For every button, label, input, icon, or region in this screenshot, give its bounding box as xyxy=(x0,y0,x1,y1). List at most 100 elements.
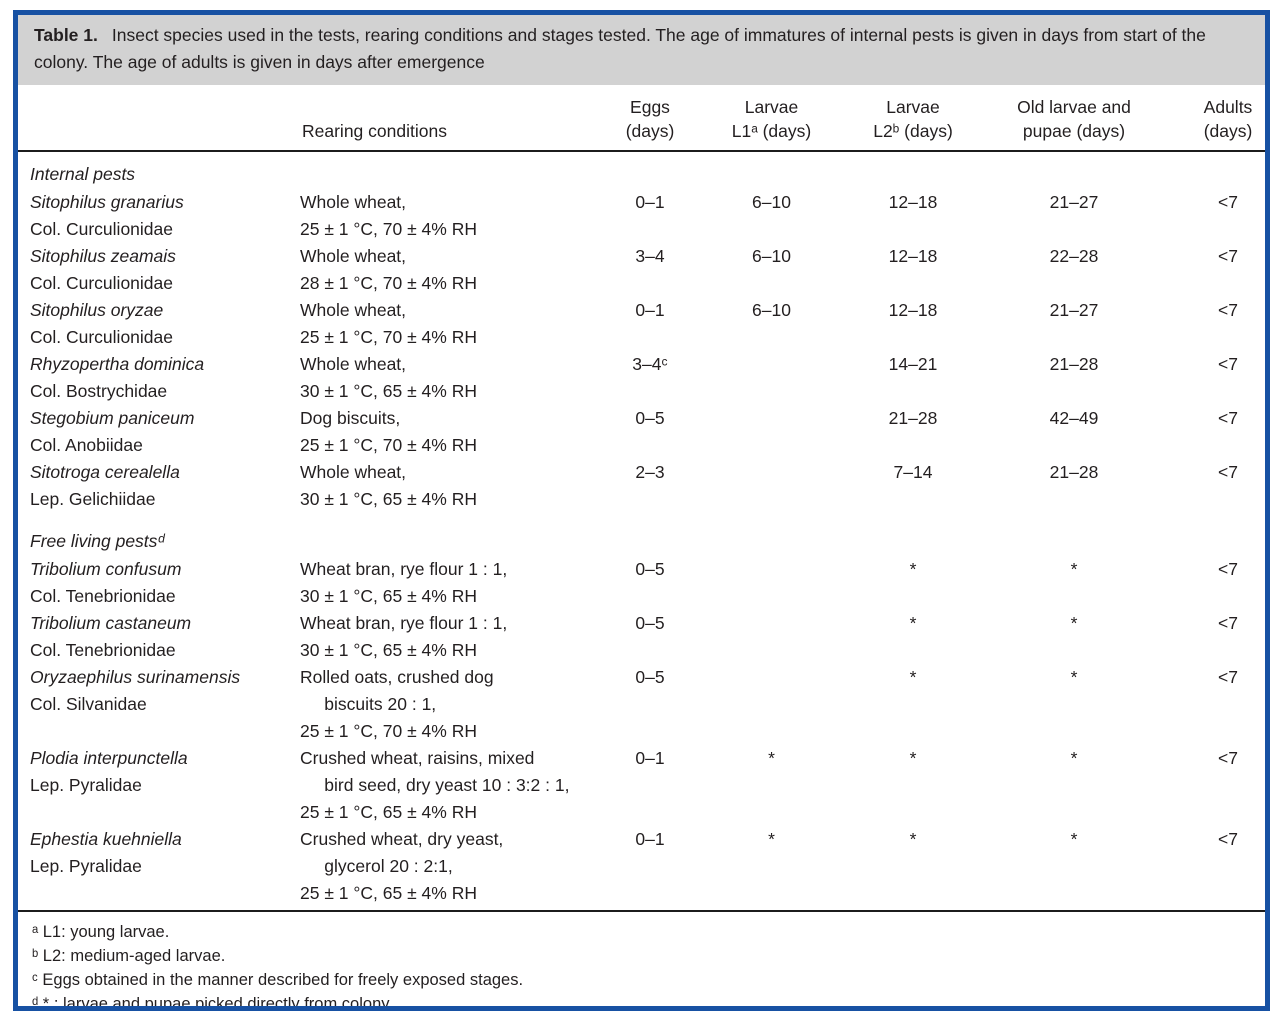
section-label: Free living pestsᵈ xyxy=(30,531,165,551)
species-name: Oryzaephilus surinamensis xyxy=(30,667,241,687)
l2-value: * xyxy=(909,829,917,849)
eggs-value: 0–1 xyxy=(635,192,665,212)
species-cell: Sitotroga cerealella Lep. Gelichiidae xyxy=(18,459,300,513)
species-name: Sitophilus oryzae xyxy=(30,300,164,320)
rearing-line: 25 ± 1 °C, 70 ± 4% RH xyxy=(300,435,477,455)
species-family: Lep. Gelichiidae xyxy=(30,489,156,509)
l1-value: * xyxy=(768,829,775,849)
adults-value: <7 xyxy=(1218,462,1238,482)
l2-value: 12–18 xyxy=(888,192,938,212)
l1-value: * xyxy=(768,748,775,768)
adults-value: <7 xyxy=(1218,559,1238,579)
species-row: Sitophilus oryzae Col. Curculionidae Whole… xyxy=(18,297,1265,351)
species-name: Plodia interpunctella xyxy=(30,748,188,768)
rearing-line: 25 ± 1 °C, 70 ± 4% RH xyxy=(300,721,477,741)
col-header-larvae-l1: Larvae L1ᵃ (days) xyxy=(710,85,833,152)
header-row: Rearing conditions Eggs (days) Larvae L1… xyxy=(18,85,1265,152)
eggs-value: 0–1 xyxy=(635,300,665,320)
species-family: Col. Curculionidae xyxy=(30,219,173,239)
footnote-c: ᶜ Eggs obtained in the manner described … xyxy=(32,971,524,989)
species-name: Sitophilus granarius xyxy=(30,192,184,212)
eggs-value: 0–1 xyxy=(635,748,665,768)
rearing-line: Crushed wheat, dry yeast, xyxy=(300,829,504,849)
col-header-adults: Adults (days) xyxy=(1155,85,1265,152)
species-cell: Oryzaephilus surinamensis Col. Silvanidae xyxy=(18,664,300,745)
eggs-value: 2–3 xyxy=(635,462,665,482)
rearing-line: Rolled oats, crushed dog xyxy=(300,667,494,687)
old-value: * xyxy=(1070,559,1078,579)
species-cell: Tribolium castaneum Col. Tenebrionidae xyxy=(18,610,300,664)
species-name: Sitotroga cerealella xyxy=(30,462,180,482)
l2-value: 7–14 xyxy=(893,462,933,482)
table-header: Rearing conditions Eggs (days) Larvae L1… xyxy=(18,85,1265,152)
species-name: Stegobium paniceum xyxy=(30,408,195,428)
species-name: Rhyzopertha dominica xyxy=(30,354,205,374)
l1-value: 6–10 xyxy=(752,246,791,266)
species-family: Col. Curculionidae xyxy=(30,327,173,347)
footnote-d: ᵈ * : larvae and pupae picked directly f… xyxy=(32,995,393,1011)
rearing-conditions-cell: Wheat bran, rye flour 1 : 1, 30 ± 1 °C, 6… xyxy=(300,556,590,610)
old-value: * xyxy=(1070,829,1078,849)
species-cell: Sitophilus granarius Col. Curculionidae xyxy=(18,189,300,243)
rearing-line: 30 ± 1 °C, 65 ± 4% RH xyxy=(300,640,477,660)
footnote-a: ᵃ L1: young larvae. xyxy=(32,923,170,941)
species-row: Tribolium castaneum Col. Tenebrionidae Whe… xyxy=(18,610,1265,664)
rearing-line: bird seed, dry yeast 10 : 3:2 : 1, xyxy=(300,775,570,795)
caption-text: Insect species used in the tests, rearin… xyxy=(34,25,1206,72)
eggs-value: 0–5 xyxy=(635,613,665,633)
footnotes: ᵃ L1: young larvae. ᵇ L2: medium-aged la… xyxy=(18,910,1265,1011)
species-row: Sitophilus granarius Col. Curculionidae Wh… xyxy=(18,189,1265,243)
species-row: Sitophilus zeamais Col. Curculionidae Whol… xyxy=(18,243,1265,297)
rearing-line: Whole wheat, xyxy=(300,300,407,320)
rearing-line: Crushed wheat, raisins, mixed xyxy=(300,748,535,768)
eggs-value: 0–5 xyxy=(635,408,665,428)
adults-value: <7 xyxy=(1218,192,1238,212)
species-name: Sitophilus zeamais xyxy=(30,246,176,266)
old-value: * xyxy=(1070,748,1078,768)
l2-value: * xyxy=(909,613,917,633)
rearing-line: 28 ± 1 °C, 70 ± 4% RH xyxy=(300,273,477,293)
species-cell: Sitophilus zeamais Col. Curculionidae xyxy=(18,243,300,297)
species-row: Plodia interpunctella Lep. Pyralidae Crush… xyxy=(18,745,1265,826)
adults-value: <7 xyxy=(1218,354,1238,374)
rearing-conditions-cell: Crushed wheat, raisins, mixed bird seed,… xyxy=(300,745,590,826)
rearing-line: 25 ± 1 °C, 65 ± 4% RH xyxy=(300,883,477,903)
rearing-conditions-cell: Crushed wheat, dry yeast, glycerol 20 : … xyxy=(300,826,590,907)
rearing-line: biscuits 20 : 1, xyxy=(300,694,437,714)
old-value: 21–27 xyxy=(1049,192,1099,212)
section-label-row: Free living pestsᵈ xyxy=(18,513,1265,556)
species-row: Oryzaephilus surinamensis Col. Silvanidae… xyxy=(18,664,1265,745)
rearing-line: 30 ± 1 °C, 65 ± 4% RH xyxy=(300,381,477,401)
species-family: Lep. Pyralidae xyxy=(30,856,142,876)
species-cell: Sitophilus oryzae Col. Curculionidae xyxy=(18,297,300,351)
section-label-row: Internal pests xyxy=(18,151,1265,189)
l1-value xyxy=(710,405,833,459)
l2-value: 14–21 xyxy=(888,354,938,374)
l2-value: * xyxy=(909,559,917,579)
species-cell: Rhyzopertha dominica Col. Bostrychidae xyxy=(18,351,300,405)
l1-value xyxy=(710,664,833,745)
table-body: Internal pests Sitophilus granarius Col. C… xyxy=(18,151,1265,907)
adults-value: <7 xyxy=(1218,408,1238,428)
l2-value: * xyxy=(909,748,917,768)
rearing-conditions-cell: Whole wheat, 25 ± 1 °C, 70 ± 4% RH xyxy=(300,297,590,351)
l1-value xyxy=(710,459,833,513)
table-frame: Table 1. Insect species used in the tests… xyxy=(13,10,1270,1011)
col-header-old-larvae-pupae: Old larvae and pupae (days) xyxy=(993,85,1155,152)
species-name: Tribolium confusum xyxy=(30,559,182,579)
species-family: Col. Curculionidae xyxy=(30,273,173,293)
data-table: Rearing conditions Eggs (days) Larvae L1… xyxy=(18,85,1265,907)
l1-value xyxy=(710,351,833,405)
old-value: * xyxy=(1070,613,1078,633)
old-value: * xyxy=(1070,667,1078,687)
old-value: 21–28 xyxy=(1049,462,1099,482)
rearing-conditions-cell: Whole wheat, 30 ± 1 °C, 65 ± 4% RH xyxy=(300,351,590,405)
adults-value: <7 xyxy=(1218,748,1238,768)
rearing-conditions-cell: Wheat bran, rye flour 1 : 1, 30 ± 1 °C, 6… xyxy=(300,610,590,664)
species-family: Col. Tenebrionidae xyxy=(30,586,176,606)
rearing-line: Whole wheat, xyxy=(300,246,407,266)
rearing-line: 30 ± 1 °C, 65 ± 4% RH xyxy=(300,489,477,509)
species-row: Ephestia kuehniella Lep. Pyralidae Crushed… xyxy=(18,826,1265,907)
adults-value: <7 xyxy=(1218,246,1238,266)
rearing-conditions-cell: Dog biscuits, 25 ± 1 °C, 70 ± 4% RH xyxy=(300,405,590,459)
